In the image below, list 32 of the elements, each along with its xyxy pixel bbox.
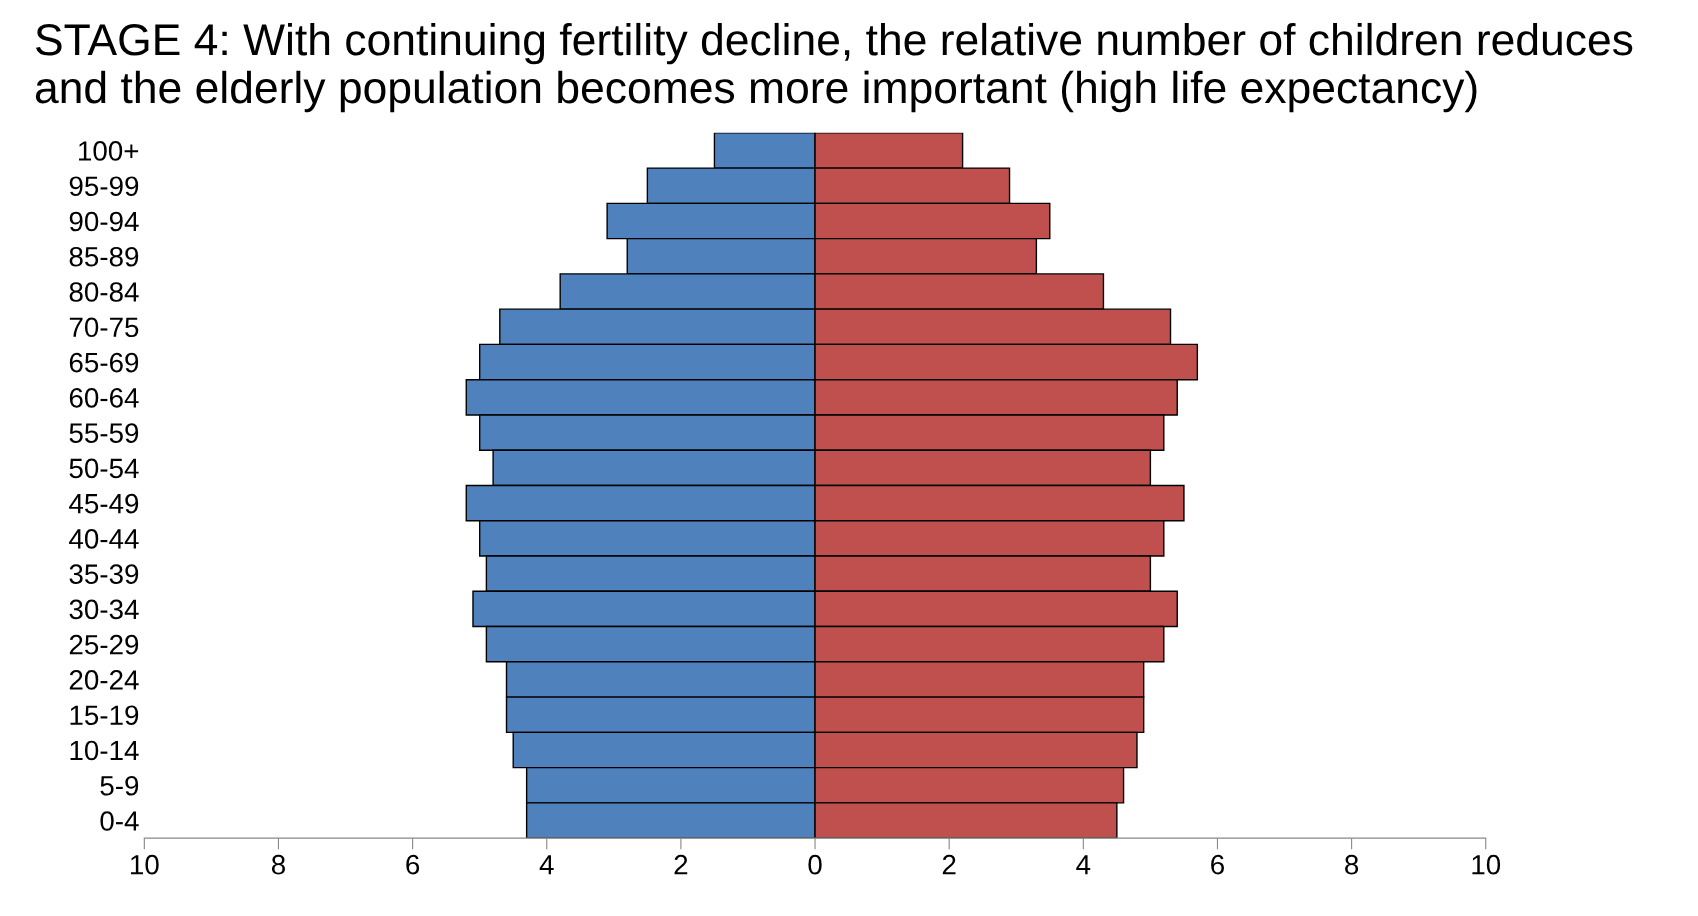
x-tick-label: 0 <box>808 854 822 875</box>
y-tick-label: 10-14 <box>70 740 139 761</box>
x-tick-label: 8 <box>1345 854 1359 875</box>
y-tick-label: 35-39 <box>69 564 139 584</box>
x-tick-label: 10 <box>131 854 159 875</box>
y-tick-label: 100+ <box>79 141 139 161</box>
y-tick-label: 25-29 <box>69 634 139 655</box>
y-tick-label: 15-19 <box>70 705 139 726</box>
y-tick-label: 90-94 <box>69 211 139 232</box>
x-tick-label: 6 <box>1211 854 1224 875</box>
y-tick-label: 80-84 <box>69 282 139 302</box>
y-tick-label: 40-44 <box>69 529 139 549</box>
y-tick-label: 50-54 <box>69 458 139 479</box>
y-tick-label: 0-4 <box>100 811 139 831</box>
y-tick-label: 85-89 <box>69 246 139 267</box>
x-tick-label: 6 <box>406 854 420 875</box>
y-tick-label: 5-9 <box>100 775 139 796</box>
x-tick-label: 2 <box>942 854 956 875</box>
x-tick-label: 2 <box>674 854 688 875</box>
y-tick-label: 95-99 <box>69 176 139 197</box>
y-tick-label: 60-64 <box>69 387 139 408</box>
x-tick-label: 8 <box>271 854 285 875</box>
y-tick-label: 30-34 <box>69 599 139 620</box>
x-tick-label: 10 <box>1472 854 1501 875</box>
chart-title: STAGE 4: With continuing fertility decline, the relative number of children reduces and the elderly population becomes more important (high life expectancy) <box>35 22 1633 113</box>
y-tick-label: 20-24 <box>69 670 139 690</box>
y-tick-label: 70-75 <box>69 317 139 338</box>
y-tick-label: 55-59 <box>69 423 139 443</box>
x-tick-label: 4 <box>539 855 554 875</box>
y-tick-label: 45-49 <box>69 493 139 514</box>
x-tick-label: 4 <box>1076 855 1091 875</box>
y-tick-label: 65-69 <box>69 352 139 373</box>
